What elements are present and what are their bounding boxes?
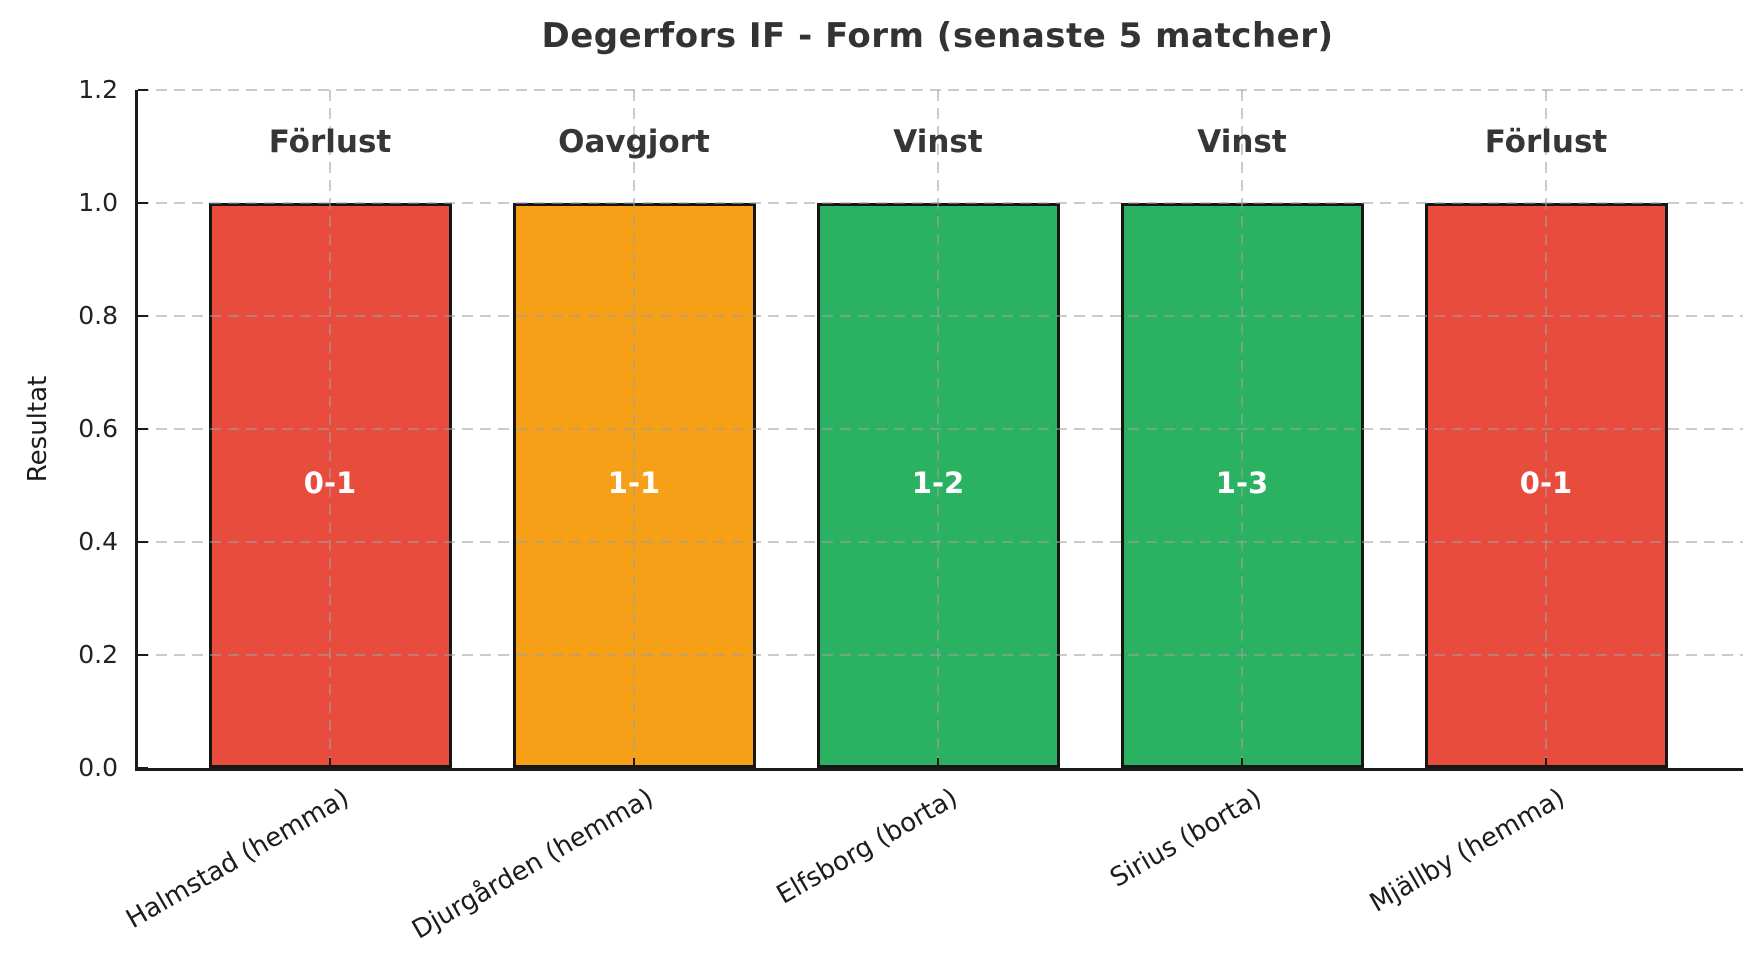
bar-outcome-label: Förlust: [1484, 124, 1608, 160]
bar-outcome-label: Förlust: [268, 124, 392, 160]
x-tick-mark: [1241, 758, 1243, 768]
y-tick-label: 1.2: [78, 75, 118, 104]
x-tick-label: Mjällby (hemma): [1365, 782, 1571, 919]
x-tick-mark: [633, 758, 635, 768]
x-gridline: [1545, 90, 1547, 768]
y-tick-label: 0.6: [78, 414, 118, 443]
y-tick-label: 0.4: [78, 527, 118, 556]
x-tick-label: Sirius (borta): [1104, 782, 1267, 894]
y-tick-label: 1.0: [78, 188, 118, 217]
plot-area: 0-1 Förlust 1-1 Oavgjort 1-2 Vinst 1-3 Vinst 0-1…: [135, 89, 1743, 771]
y-gridline: [138, 89, 1743, 91]
y-tick-mark: [138, 202, 148, 204]
x-tick-label: Elfsborg (borta): [771, 782, 963, 911]
y-tick-label: 0.0: [78, 753, 118, 782]
y-tick-mark: [138, 315, 148, 317]
chart-title: Degerfors IF - Form (senaste 5 matcher): [541, 16, 1334, 56]
y-gridline: [138, 541, 1743, 543]
y-gridline: [138, 654, 1743, 656]
x-gridline: [633, 90, 635, 768]
y-tick-mark: [138, 89, 148, 91]
y-gridline: [138, 202, 1743, 204]
y-tick-label: 0.8: [78, 301, 118, 330]
y-gridline: [138, 315, 1743, 317]
y-gridline: [138, 428, 1743, 430]
x-tick-label: Djurgården (hemma): [406, 782, 659, 946]
bar-outcome-label: Vinst: [893, 124, 983, 160]
y-tick-label: 0.2: [78, 640, 118, 669]
bar-outcome-label: Vinst: [1197, 124, 1287, 160]
x-tick-mark: [1545, 758, 1547, 768]
y-tick-mark: [138, 767, 148, 769]
bar-outcome-label: Oavgjort: [558, 124, 710, 160]
y-tick-mark: [138, 428, 148, 430]
x-gridline: [329, 90, 331, 768]
x-tick-label: Halmstad (hemma): [121, 782, 355, 935]
x-tick-mark: [329, 758, 331, 768]
y-tick-mark: [138, 654, 148, 656]
x-tick-mark: [937, 758, 939, 768]
y-tick-mark: [138, 541, 148, 543]
x-gridline: [937, 90, 939, 768]
x-gridline: [1241, 90, 1243, 768]
